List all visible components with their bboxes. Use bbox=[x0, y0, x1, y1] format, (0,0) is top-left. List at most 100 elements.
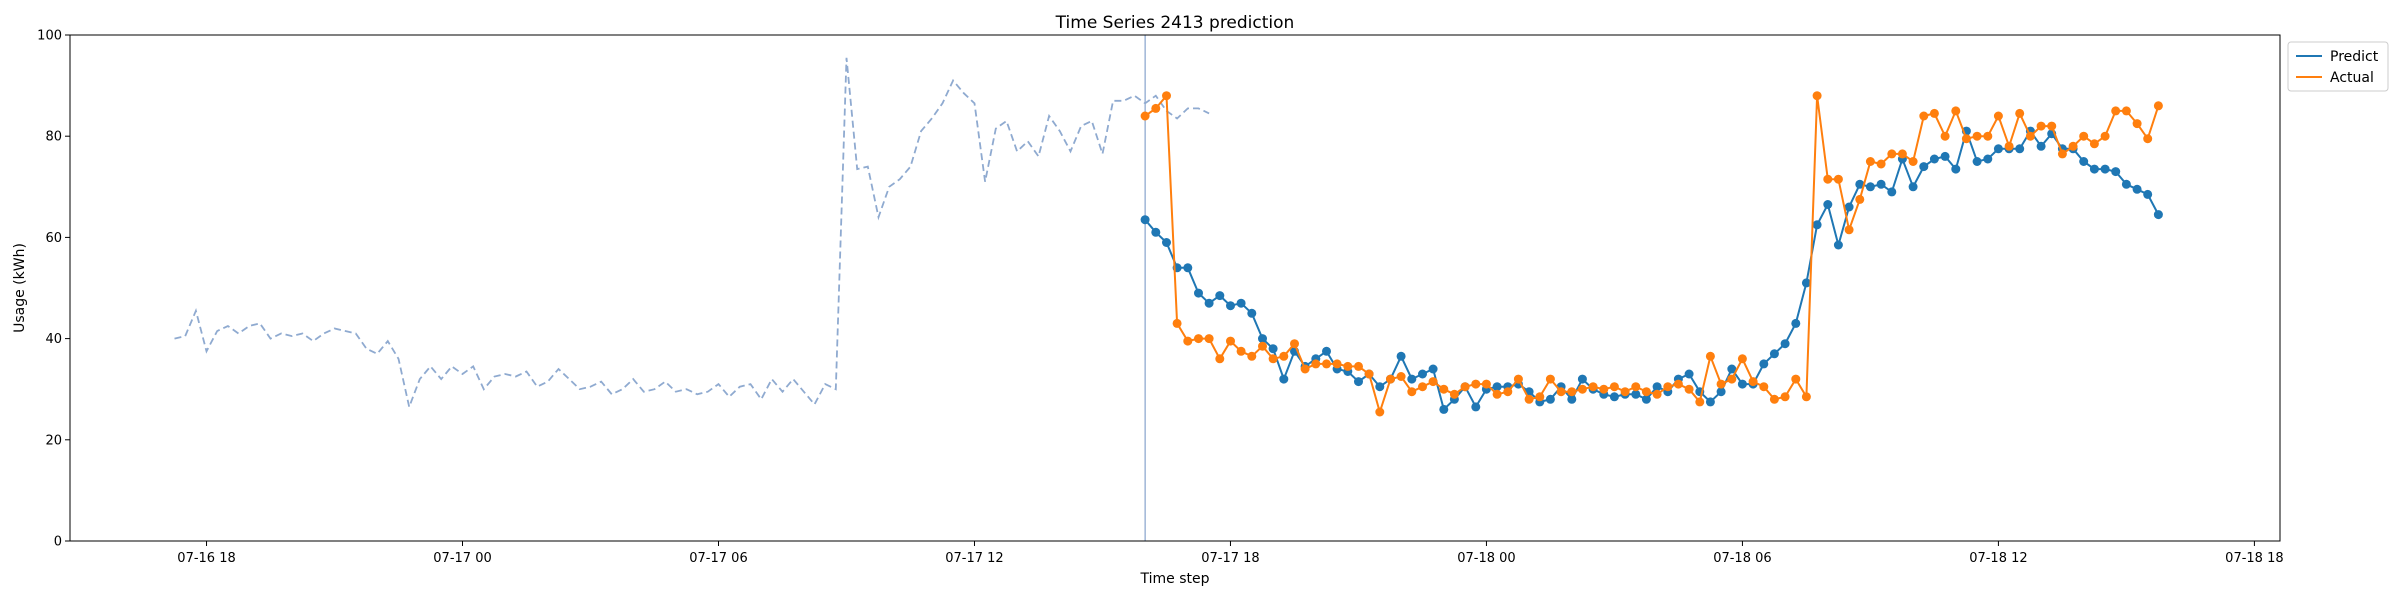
series-layer bbox=[1140, 91, 2163, 417]
actual-point bbox=[1716, 379, 1726, 389]
predict-point bbox=[1151, 227, 1161, 237]
predict-point bbox=[1727, 364, 1737, 374]
history-line bbox=[174, 57, 1210, 411]
history-series bbox=[174, 57, 1210, 411]
actual-point bbox=[1151, 103, 1161, 113]
predict-point bbox=[1428, 364, 1438, 374]
predict-point bbox=[2015, 144, 2025, 154]
predict-point bbox=[1183, 263, 1193, 273]
actual-point bbox=[1951, 106, 1961, 116]
actual-point bbox=[1268, 354, 1278, 364]
actual-point bbox=[1865, 157, 1875, 166]
actual-point bbox=[1386, 374, 1395, 384]
y-tick-label: 40 bbox=[45, 332, 62, 347]
predict-point bbox=[1823, 200, 1833, 209]
predict-point bbox=[1972, 157, 1982, 166]
actual-point bbox=[1247, 351, 1257, 361]
actual-point bbox=[1823, 174, 1833, 184]
predict-point bbox=[1354, 377, 1363, 387]
chart-title: Time Series 2413 prediction bbox=[1055, 13, 1295, 33]
predict-point bbox=[1769, 349, 1779, 359]
actual-point bbox=[1471, 379, 1481, 389]
actual-point bbox=[2025, 131, 2035, 141]
actual-point bbox=[1748, 377, 1758, 387]
actual-point bbox=[1812, 91, 1822, 101]
actual-point bbox=[1641, 387, 1651, 397]
predict-point bbox=[2111, 167, 2121, 177]
actual-point bbox=[1407, 387, 1417, 397]
predict-point bbox=[1716, 387, 1726, 397]
actual-point bbox=[1279, 351, 1289, 361]
actual-point bbox=[2100, 131, 2110, 141]
actual-point bbox=[1801, 392, 1811, 402]
actual-point bbox=[1354, 361, 1363, 371]
actual-point bbox=[1897, 149, 1907, 159]
actual-point bbox=[2004, 141, 2014, 151]
actual-point bbox=[1428, 377, 1438, 387]
predict-point bbox=[1929, 154, 1939, 164]
x-axis: 07-16 18 07-17 00 07-17 06 07-17 12 07-17 18… bbox=[177, 541, 2284, 566]
actual-point bbox=[1577, 384, 1587, 394]
actual-point bbox=[2036, 121, 2046, 131]
actual-point bbox=[1364, 369, 1374, 379]
predict-point bbox=[1919, 162, 1929, 172]
x-tick-label: 07-18 12 bbox=[1969, 551, 2027, 566]
predict-point bbox=[1545, 394, 1555, 404]
predict-point bbox=[1684, 369, 1694, 379]
predict-point bbox=[1833, 240, 1843, 250]
predict-point bbox=[1418, 369, 1427, 379]
predict-point bbox=[2153, 210, 2163, 220]
actual-point bbox=[1236, 346, 1246, 356]
actual-point bbox=[1258, 341, 1267, 351]
legend: Predict Actual bbox=[2287, 41, 2389, 92]
predict-point bbox=[2143, 189, 2153, 199]
actual-point bbox=[1919, 111, 1929, 121]
actual-point bbox=[1695, 397, 1705, 407]
predict-point bbox=[1780, 339, 1790, 349]
predict-point bbox=[1439, 404, 1449, 414]
actual-point bbox=[1535, 392, 1545, 402]
actual-point bbox=[1481, 379, 1491, 389]
predict-point bbox=[1759, 359, 1769, 369]
actual-point bbox=[1215, 354, 1225, 364]
actual-point bbox=[1759, 382, 1769, 392]
predict-point bbox=[1577, 374, 1587, 384]
actual-point bbox=[1439, 384, 1449, 394]
actual-point bbox=[1545, 374, 1555, 384]
legend-box bbox=[2287, 41, 2389, 92]
y-tick-label: 100 bbox=[37, 29, 62, 44]
actual-point bbox=[1204, 334, 1214, 344]
predict-point bbox=[1375, 382, 1385, 392]
actual-point bbox=[1737, 354, 1747, 364]
actual-point bbox=[1929, 108, 1939, 118]
actual-point bbox=[1983, 131, 1993, 141]
x-tick-label: 07-17 12 bbox=[945, 551, 1003, 566]
actual-point bbox=[1599, 384, 1609, 394]
predict-point bbox=[1471, 402, 1481, 412]
predict-point bbox=[1162, 238, 1171, 247]
predict-point bbox=[1492, 382, 1502, 392]
x-tick-label: 07-17 00 bbox=[433, 551, 491, 566]
x-tick-label: 07-16 18 bbox=[177, 551, 235, 566]
y-axis: 0 20 40 60 80 100 bbox=[37, 29, 70, 550]
actual-point bbox=[2111, 106, 2121, 116]
actual-point bbox=[1513, 374, 1523, 384]
predict-point bbox=[1236, 298, 1246, 308]
actual-point bbox=[1727, 374, 1737, 384]
actual-point bbox=[1833, 174, 1843, 184]
predict-point bbox=[1247, 308, 1257, 318]
predict-point bbox=[1226, 301, 1235, 311]
predict-point bbox=[1631, 389, 1641, 399]
actual-point bbox=[1343, 361, 1353, 371]
predict-point bbox=[1641, 394, 1651, 404]
predict-point bbox=[1812, 220, 1822, 230]
predict-point bbox=[1194, 288, 1203, 298]
actual-point bbox=[1162, 91, 1171, 101]
actual-point bbox=[2068, 141, 2078, 151]
actual-point bbox=[1375, 407, 1385, 417]
x-tick-label: 07-18 00 bbox=[1457, 551, 1515, 566]
plot-area-frame bbox=[69, 34, 2281, 542]
actual-point bbox=[2089, 139, 2099, 149]
legend-label: Actual bbox=[2330, 70, 2374, 86]
